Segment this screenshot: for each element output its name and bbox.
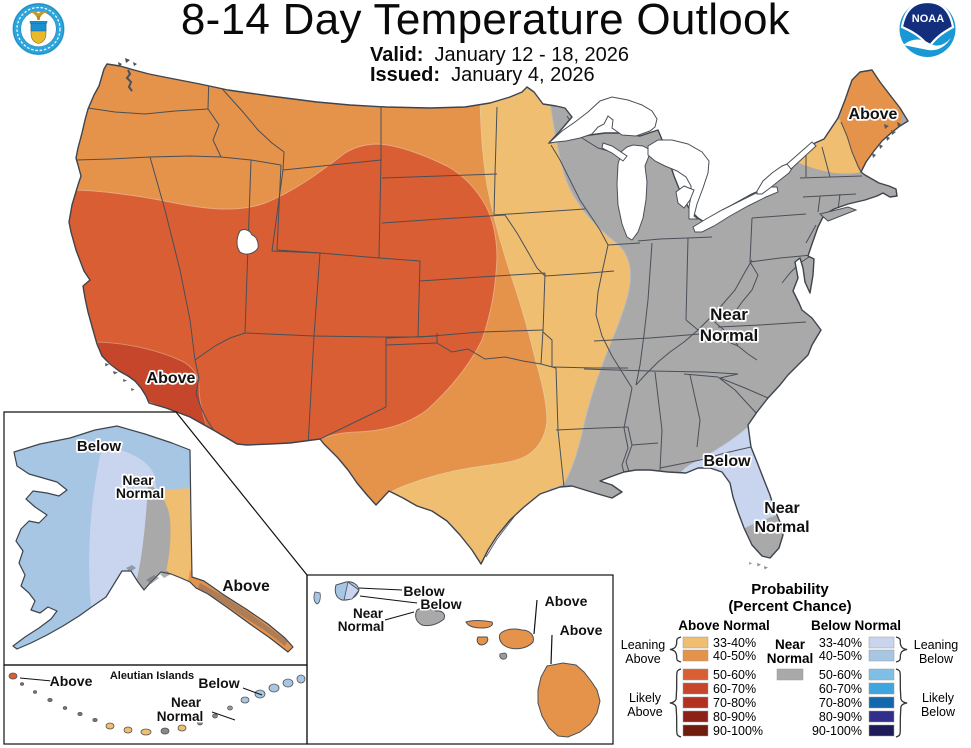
svg-text:Below: Below — [198, 675, 239, 691]
svg-text:50-60%: 50-60% — [819, 668, 862, 682]
svg-text:40-50%: 40-50% — [819, 649, 862, 663]
svg-text:33-40%: 33-40% — [713, 636, 756, 650]
svg-text:NOAA: NOAA — [912, 13, 944, 25]
svg-text:Likely: Likely — [629, 691, 662, 705]
svg-text:Above: Above — [849, 106, 898, 123]
svg-text:Below: Below — [921, 705, 956, 719]
svg-text:60-70%: 60-70% — [819, 682, 862, 696]
svg-text:Near: Near — [764, 500, 800, 517]
svg-text:Near: Near — [775, 637, 806, 652]
svg-text:Above: Above — [147, 370, 196, 387]
svg-text:Above: Above — [560, 622, 603, 638]
svg-text:Aleutian Islands: Aleutian Islands — [110, 670, 194, 682]
svg-text:Below: Below — [919, 652, 954, 666]
svg-text:Below: Below — [703, 453, 751, 470]
svg-text:Near: Near — [122, 472, 154, 488]
svg-text:Likely: Likely — [922, 691, 955, 705]
svg-text:Above: Above — [222, 578, 270, 595]
svg-text:Above: Above — [50, 673, 93, 689]
svg-text:Normal: Normal — [767, 651, 814, 666]
svg-text:70-80%: 70-80% — [819, 696, 862, 710]
svg-text:33-40%: 33-40% — [819, 636, 862, 650]
svg-text:Near: Near — [353, 606, 384, 621]
svg-text:Below: Below — [420, 596, 461, 612]
svg-text:50-60%: 50-60% — [713, 668, 756, 682]
svg-text:60-70%: 60-70% — [713, 682, 756, 696]
svg-text:Near: Near — [710, 305, 748, 324]
svg-text:Normal: Normal — [700, 326, 759, 345]
svg-text:Normal: Normal — [116, 485, 164, 501]
svg-text:(Percent Chance): (Percent Chance) — [728, 598, 851, 615]
svg-text:Above: Above — [625, 652, 660, 666]
svg-text:Leaning: Leaning — [914, 638, 959, 652]
svg-text:Normal: Normal — [157, 709, 204, 724]
svg-text:40-50%: 40-50% — [713, 649, 756, 663]
svg-text:Below: Below — [77, 438, 122, 455]
svg-text:Above: Above — [545, 593, 588, 609]
svg-text:80-90%: 80-90% — [713, 710, 756, 724]
svg-text:Above Normal: Above Normal — [678, 618, 770, 633]
svg-text:Probability: Probability — [751, 581, 829, 598]
svg-text:Normal: Normal — [754, 519, 809, 536]
svg-text:Below: Below — [403, 583, 444, 599]
svg-text:Leaning: Leaning — [621, 638, 666, 652]
svg-text:90-100%: 90-100% — [713, 724, 763, 738]
svg-text:Normal: Normal — [338, 619, 385, 634]
svg-text:Below Normal: Below Normal — [811, 618, 901, 633]
svg-text:70-80%: 70-80% — [713, 696, 756, 710]
svg-text:Near: Near — [171, 695, 202, 710]
svg-text:Above: Above — [627, 705, 662, 719]
svg-text:90-100%: 90-100% — [812, 724, 862, 738]
svg-text:80-90%: 80-90% — [819, 710, 862, 724]
